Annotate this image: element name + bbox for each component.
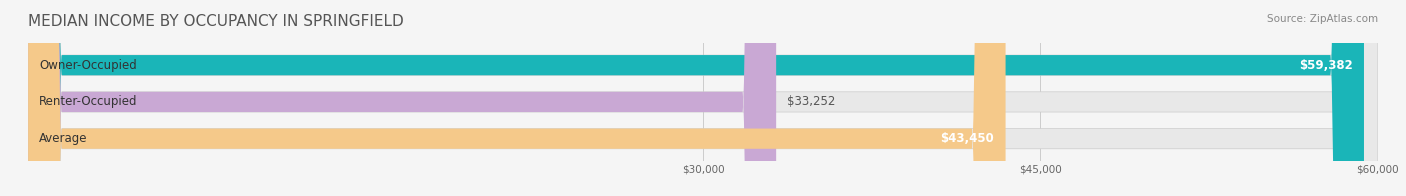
Text: Owner-Occupied: Owner-Occupied [39, 59, 138, 72]
Text: MEDIAN INCOME BY OCCUPANCY IN SPRINGFIELD: MEDIAN INCOME BY OCCUPANCY IN SPRINGFIEL… [28, 14, 404, 29]
Text: Source: ZipAtlas.com: Source: ZipAtlas.com [1267, 14, 1378, 24]
Text: $33,252: $33,252 [787, 95, 835, 108]
FancyBboxPatch shape [28, 0, 776, 196]
FancyBboxPatch shape [28, 0, 1378, 196]
FancyBboxPatch shape [28, 0, 1378, 196]
Text: Average: Average [39, 132, 87, 145]
Text: $43,450: $43,450 [941, 132, 994, 145]
FancyBboxPatch shape [28, 0, 1378, 196]
FancyBboxPatch shape [28, 0, 1364, 196]
Text: $59,382: $59,382 [1299, 59, 1353, 72]
Text: Renter-Occupied: Renter-Occupied [39, 95, 138, 108]
FancyBboxPatch shape [28, 0, 1005, 196]
